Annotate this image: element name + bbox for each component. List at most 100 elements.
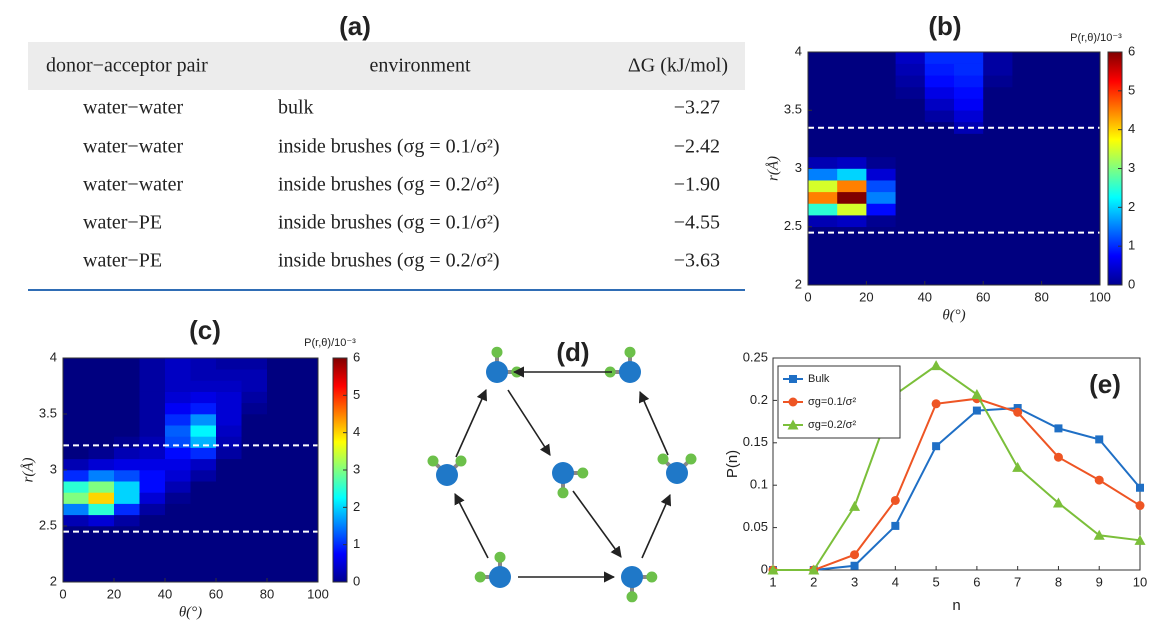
heat-cell (165, 358, 191, 370)
heat-cell (190, 548, 217, 560)
heat-cell (1070, 156, 1101, 169)
table-cell: −2.42 (674, 136, 720, 158)
heat-cell (983, 168, 1013, 181)
y-tick-label: 3 (795, 160, 802, 175)
heat-cell (866, 250, 896, 262)
heat-cell (983, 52, 1013, 64)
heat-cell (1012, 86, 1042, 99)
heat-cell (216, 481, 242, 493)
heat-cell (139, 447, 166, 460)
heat-cell (895, 191, 926, 204)
heat-cell (1041, 250, 1072, 262)
heat-cell (267, 537, 293, 549)
x-axis-label: θ(°) (942, 307, 965, 323)
heat-cell (216, 436, 242, 448)
heat-cell (63, 436, 89, 448)
heat-cell (165, 570, 191, 583)
x-axis-label: θ(°) (179, 604, 202, 620)
colorbar-tick-label: 4 (353, 424, 360, 439)
legend-label: Bulk (808, 373, 830, 385)
data-point (808, 564, 820, 575)
heat-cell (954, 250, 984, 262)
heat-cell (954, 191, 984, 204)
heat-cell (216, 559, 242, 572)
heat-cell (1070, 63, 1101, 76)
heat-cell (1070, 168, 1101, 181)
heat-cell (808, 168, 838, 181)
heat-cell (190, 380, 217, 392)
heat-cell (241, 402, 268, 415)
water-molecule (472, 549, 521, 598)
data-point (1013, 407, 1023, 417)
heat-cell (1041, 52, 1072, 64)
heat-cell (924, 110, 955, 123)
heat-cell (837, 110, 867, 123)
heat-cell (216, 402, 242, 415)
data-point (1052, 497, 1064, 508)
x-tick-label: 0 (59, 586, 66, 601)
y-tick-label: 0.1 (750, 477, 768, 492)
heat-cell (63, 481, 89, 493)
heat-cell (241, 436, 268, 448)
heat-cell (837, 156, 867, 169)
heat-cell (165, 447, 191, 460)
heat-cell (165, 548, 191, 560)
heat-cell (895, 63, 926, 76)
heat-cell (983, 98, 1013, 111)
heat-cell (114, 436, 140, 448)
heat-cell (895, 180, 926, 193)
heat-cell (808, 191, 838, 204)
table-cell: water−water (83, 174, 183, 196)
heat-cell (954, 133, 984, 146)
heat-cell (165, 402, 191, 415)
x-axis-label: n (952, 597, 960, 614)
heat-cell (292, 402, 319, 415)
heat-cell (216, 537, 242, 549)
heat-cell (837, 250, 867, 262)
x-tick-label: 80 (260, 586, 274, 601)
data-point (850, 550, 860, 560)
heat-cell (808, 250, 838, 262)
colorbar-tick-label: 6 (1128, 43, 1135, 58)
table-cell: water−PE (83, 250, 162, 272)
heat-cell (241, 414, 268, 426)
heat-cell (63, 559, 89, 572)
heat-cell (114, 537, 140, 549)
heat-cell (983, 110, 1013, 123)
data-point (930, 360, 942, 371)
heat-cell (1070, 191, 1101, 204)
heat-cell (114, 447, 140, 460)
heat-cell (216, 514, 242, 527)
data-point (1012, 461, 1024, 472)
heat-cell (1041, 203, 1072, 216)
heat-cell (808, 145, 838, 158)
data-point (971, 388, 983, 399)
data-point (932, 442, 941, 451)
heat-cell (241, 380, 268, 392)
heat-cell (954, 110, 984, 123)
heat-cell (292, 503, 319, 516)
heat-cell (267, 503, 293, 516)
x-tick-label: 80 (1034, 289, 1048, 304)
heat-cell (241, 492, 268, 504)
heat-cell (866, 75, 896, 88)
heat-cell (808, 261, 838, 274)
heat-cell (88, 425, 115, 437)
heat-cell (114, 548, 140, 560)
x-tick-label: 60 (976, 289, 990, 304)
heat-cell (1070, 180, 1101, 193)
heat-cell (139, 458, 166, 471)
heat-cell (1041, 98, 1072, 111)
heat-cell (808, 133, 838, 146)
heat-cell (837, 203, 867, 216)
heat-cell (954, 238, 984, 251)
heat-cell (866, 63, 896, 76)
data-point (1134, 534, 1146, 545)
data-point (1094, 475, 1104, 485)
heat-cell (139, 559, 166, 572)
heat-cell (895, 215, 926, 228)
heat-cell (241, 559, 268, 572)
x-tick-label: 8 (1055, 574, 1062, 589)
y-tick-label: 3.5 (784, 102, 802, 117)
